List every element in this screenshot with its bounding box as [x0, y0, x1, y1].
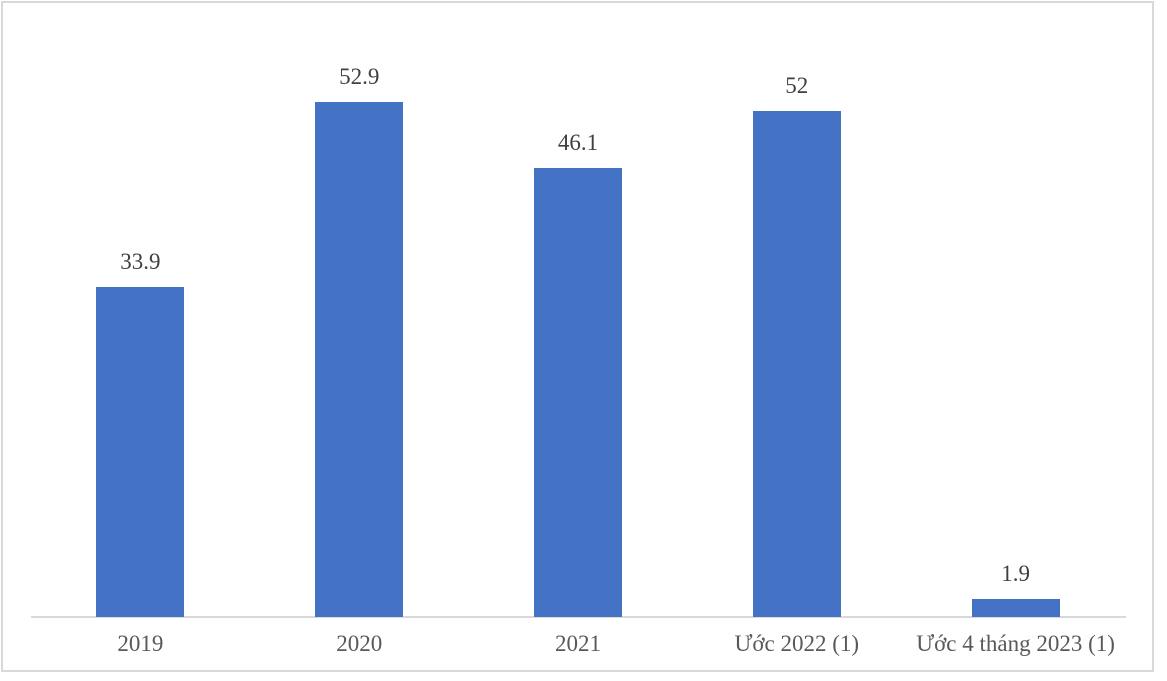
x-axis-tick-label: Ước 4 tháng 2023 (1): [916, 631, 1115, 656]
bar: [315, 102, 404, 617]
x-axis-tick-label: Ước 2022 (1): [734, 631, 860, 656]
bar-value-label: 1.9: [1001, 561, 1030, 586]
x-axis-tick-label: 2019: [117, 631, 164, 656]
bar: [534, 168, 622, 617]
x-axis-tick-label: 2020: [336, 631, 383, 656]
bar: [971, 599, 1060, 617]
x-axis-line: [31, 616, 1126, 618]
bar: [96, 287, 185, 617]
bar-value-label: 33.9: [120, 249, 161, 274]
bar: [752, 111, 841, 617]
bar-value-label: 52.9: [339, 64, 380, 89]
bar-value-label: 52: [785, 73, 809, 98]
x-axis-tick-label: 2021: [555, 631, 601, 656]
bar-value-label: 46.1: [557, 130, 599, 155]
